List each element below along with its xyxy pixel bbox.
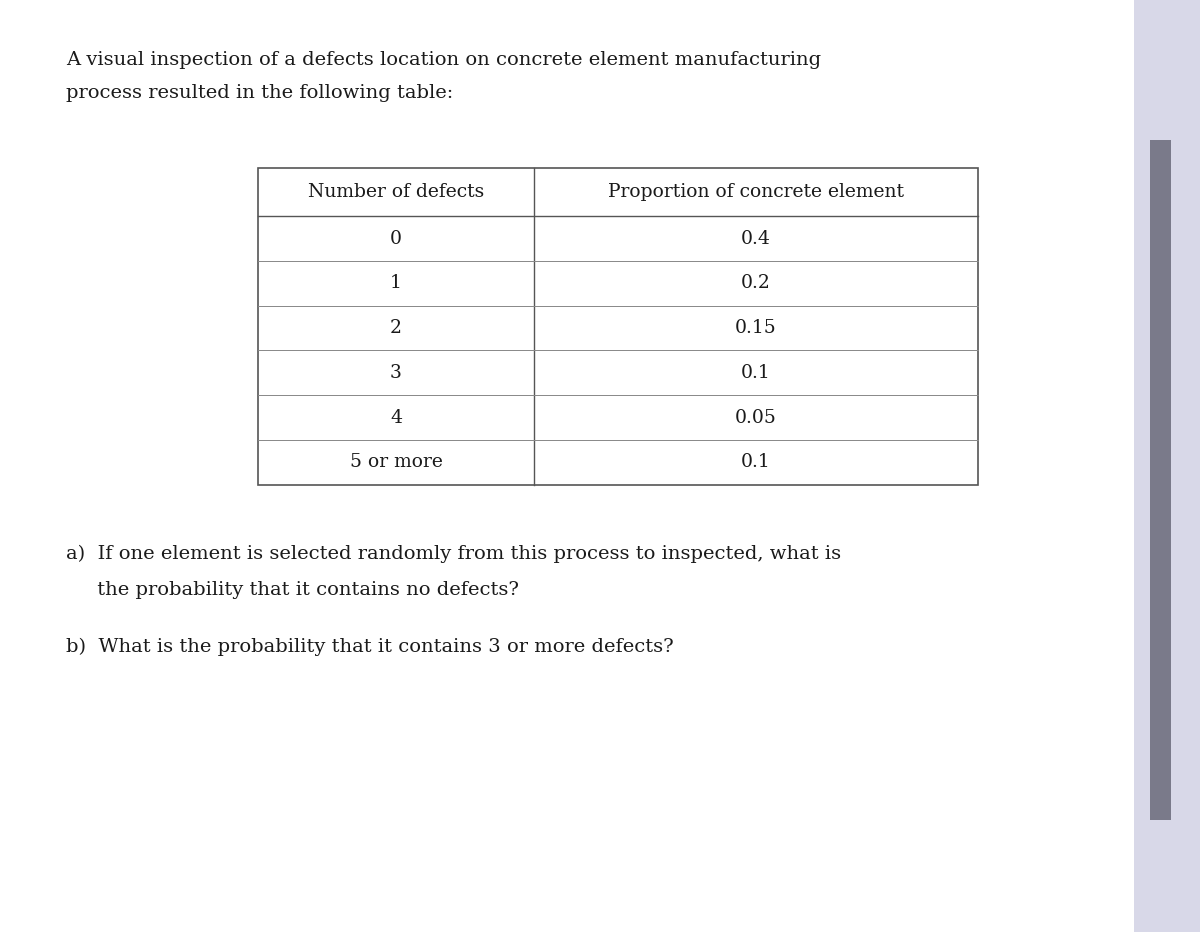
Text: 0.1: 0.1 (742, 453, 770, 472)
Text: 4: 4 (390, 408, 402, 427)
Text: the probability that it contains no defects?: the probability that it contains no defe… (66, 581, 520, 598)
Text: 0.15: 0.15 (736, 319, 776, 337)
Text: 0.2: 0.2 (742, 274, 770, 293)
Text: 5 or more: 5 or more (349, 453, 443, 472)
Text: a)  If one element is selected randomly from this process to inspected, what is: a) If one element is selected randomly f… (66, 545, 841, 564)
Text: 0.1: 0.1 (742, 363, 770, 382)
Bar (1150, 140, 1171, 820)
Text: 1: 1 (390, 274, 402, 293)
Text: Number of defects: Number of defects (308, 183, 484, 201)
Text: 0.4: 0.4 (742, 229, 770, 248)
Text: 0: 0 (390, 229, 402, 248)
Text: process resulted in the following table:: process resulted in the following table: (66, 84, 454, 102)
Text: A visual inspection of a defects location on concrete element manufacturing: A visual inspection of a defects locatio… (66, 51, 821, 69)
Text: b)  What is the probability that it contains 3 or more defects?: b) What is the probability that it conta… (66, 637, 673, 655)
Text: 2: 2 (390, 319, 402, 337)
Text: 0.05: 0.05 (736, 408, 776, 427)
Text: 3: 3 (390, 363, 402, 382)
Text: Proportion of concrete element: Proportion of concrete element (608, 183, 904, 201)
